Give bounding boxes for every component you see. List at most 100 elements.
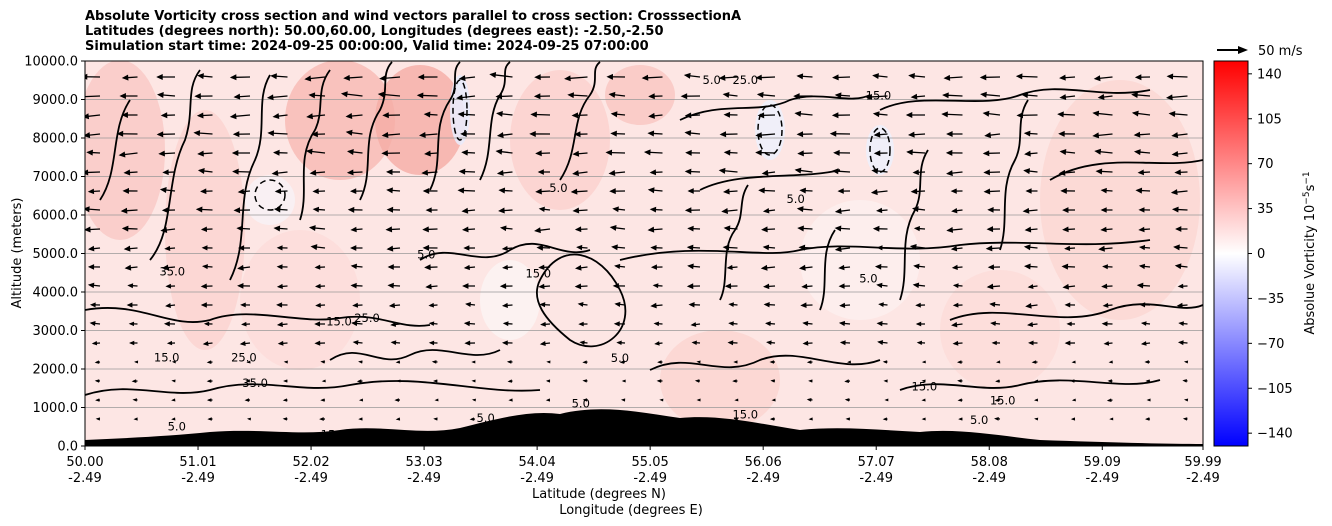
wind-vector-head: [910, 93, 918, 100]
wind-vector-head: [273, 225, 281, 232]
wind-vector-head: [884, 398, 889, 402]
wind-vector-head: [758, 187, 765, 194]
wind-vector-head: [834, 225, 842, 232]
wind-vector-head: [196, 112, 204, 119]
wind-vector-head: [572, 207, 580, 214]
wind-vector-head: [571, 112, 579, 119]
wind-vector-head: [171, 417, 176, 421]
wind-vector-head: [846, 360, 851, 364]
wind-vector-head: [77, 94, 84, 100]
wind-vector-head: [1070, 417, 1076, 421]
wind-vector-head: [310, 244, 318, 251]
wind-vector-head: [165, 283, 172, 289]
y-axis-label: Altitude (meters): [10, 198, 25, 309]
wind-vector-head: [733, 360, 738, 364]
wind-vector-head: [844, 398, 850, 402]
wind-vector-head: [464, 340, 471, 346]
wind-vector-head: [419, 132, 426, 138]
wind-vector-head: [343, 74, 350, 81]
wind-vector-head: [1133, 149, 1141, 156]
wind-vector-head: [239, 341, 246, 347]
wind-vector-head: [1057, 111, 1064, 118]
wind-vector-head: [608, 170, 616, 176]
wind-vector-head: [724, 283, 732, 290]
wind-vector-head: [723, 149, 731, 156]
wind-vector-head: [1106, 398, 1112, 402]
wind-vector-head: [649, 206, 657, 213]
wind-vector-head: [684, 112, 692, 119]
wind-vector-head: [765, 321, 771, 327]
wind-vector-head: [386, 206, 394, 213]
wind-vector-head: [200, 302, 207, 308]
x-tick-label-lon: -2.49: [972, 471, 1006, 486]
wind-vector-head: [499, 225, 507, 232]
wind-vector-head: [345, 129, 353, 136]
wind-vector-head: [763, 283, 770, 290]
wind-vector-head: [394, 398, 399, 402]
colorbar-gradient: [1213, 60, 1249, 447]
wind-vector-head: [695, 417, 700, 421]
wind-vector-head: [609, 188, 616, 195]
wind-vector-head: [241, 321, 247, 327]
wind-vector-head: [1031, 360, 1037, 364]
colorbar-tick-label: −105: [1257, 382, 1293, 397]
x-tick-label-lat: 54.04: [519, 455, 556, 470]
contour-label: 5.0: [572, 397, 590, 411]
wind-vector-head: [906, 149, 913, 156]
wind-vector-head: [1178, 321, 1184, 326]
wind-vector-head: [134, 360, 139, 364]
wind-vector-head: [796, 131, 804, 138]
wind-vector-head: [120, 207, 128, 214]
wind-vector-head: [574, 264, 582, 271]
wind-vector-head: [838, 283, 845, 289]
wind-vector-head: [501, 245, 508, 252]
wind-vector-head: [1102, 302, 1109, 308]
wind-vector-head: [1175, 226, 1182, 232]
wind-vector-head: [315, 302, 321, 308]
wind-vector-head: [387, 282, 394, 289]
wind-vector-head: [577, 302, 584, 307]
wind-vector-head: [798, 264, 806, 271]
wind-vector-head: [422, 187, 430, 194]
wind-vector-head: [921, 417, 926, 421]
wind-vector-head: [171, 398, 176, 402]
y-tick-label: 1000.0: [33, 401, 79, 416]
x-tick-label-lon: -2.49: [294, 471, 328, 486]
wind-vector-head: [358, 398, 364, 402]
wind-vector-head: [694, 379, 700, 383]
wind-vector-head: [498, 207, 505, 214]
wind-vector-head: [163, 321, 170, 327]
wind-vector-head: [118, 151, 126, 158]
wind-vector-head: [979, 74, 987, 81]
wind-vector-head: [951, 207, 958, 214]
x-tick-label-lon: -2.49: [633, 471, 667, 486]
wind-vector-head: [271, 170, 279, 177]
wind-vector-head: [696, 360, 701, 364]
wind-vector-head: [203, 321, 210, 327]
wind-vector-head: [991, 340, 997, 346]
wind-vector-head: [85, 113, 90, 120]
wind-vector-head: [546, 360, 551, 364]
chart-title-line-2: Latitudes (degrees north): 50.00,60.00, …: [85, 24, 664, 39]
colorbar-tick-label: 105: [1257, 112, 1282, 127]
y-tick-label: 9000.0: [33, 93, 79, 108]
wind-vector-head: [684, 207, 692, 214]
wind-vector-head: [95, 417, 100, 421]
wind-vector-head: [273, 149, 280, 156]
wind-vector-head: [718, 74, 726, 81]
wind-vector-head: [656, 379, 662, 383]
wind-vector-head: [433, 379, 438, 383]
wind-vector-head: [1061, 263, 1069, 270]
wind-vector-head: [197, 73, 204, 80]
wind-vector-head: [1183, 360, 1189, 364]
wind-vector-head: [537, 169, 544, 175]
wind-vector-head: [1101, 283, 1108, 289]
wind-vector-head: [160, 112, 168, 119]
wind-vector-head: [462, 283, 469, 289]
wind-vector-head: [908, 73, 915, 79]
wind-vector-head: [421, 169, 429, 176]
wind-vector-head: [277, 340, 284, 346]
wind-vector-head: [921, 360, 926, 364]
wind-vector-head: [1144, 417, 1150, 421]
wind-vector-head: [1183, 398, 1189, 402]
